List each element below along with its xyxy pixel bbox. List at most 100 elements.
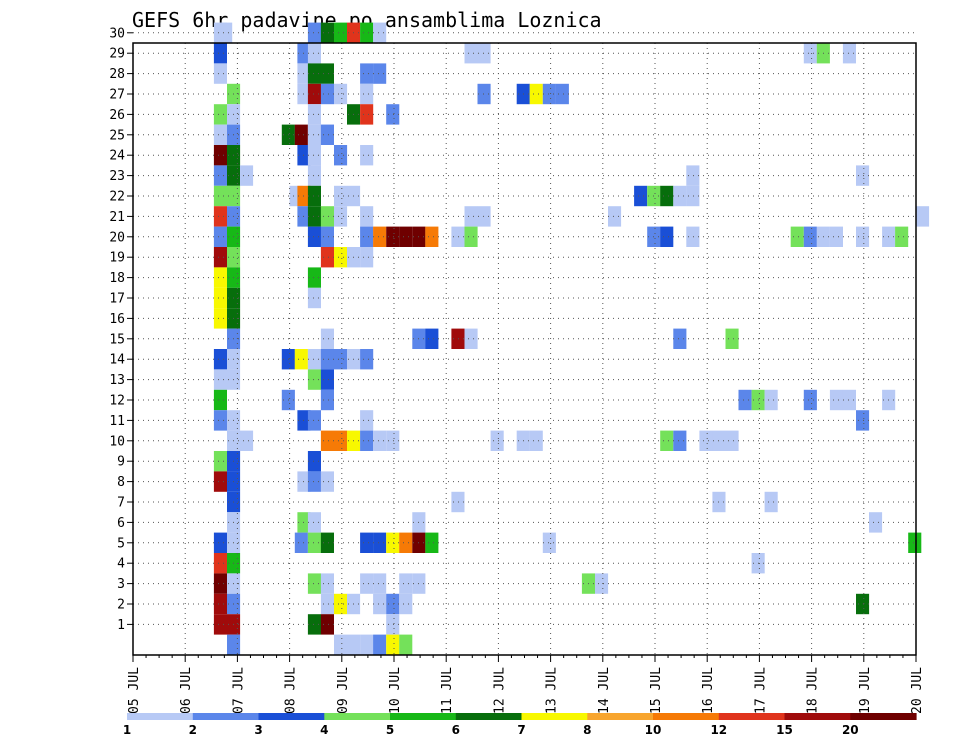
- heatmap-cell: [895, 226, 909, 247]
- color-scale-label: 7: [517, 723, 525, 737]
- heatmap-cell: [307, 104, 321, 125]
- heatmap-cell: [334, 206, 348, 227]
- heatmap-cell: [360, 206, 374, 227]
- y-tick-label: 3: [117, 577, 125, 592]
- heatmap-cell: [908, 532, 922, 553]
- heatmap-cell: [425, 532, 439, 553]
- heatmap-cell: [213, 104, 227, 125]
- heatmap-cell: [451, 491, 465, 513]
- heatmap-cell: [738, 389, 752, 411]
- y-tick-label: 10: [109, 434, 125, 449]
- heatmap-cell: [373, 22, 387, 43]
- heatmap-cell: [856, 165, 870, 186]
- color-scale-swatch: [127, 713, 194, 720]
- heatmap-cell: [213, 614, 227, 635]
- y-tick-label: 30: [109, 26, 125, 41]
- heatmap-cell: [334, 349, 348, 370]
- heatmap-cell: [660, 185, 674, 207]
- heatmap-cell: [213, 43, 227, 64]
- heatmap-cell: [399, 634, 413, 655]
- heatmap-cell: [213, 593, 227, 615]
- heatmap-cells: [213, 22, 930, 655]
- heatmap-cell: [307, 206, 321, 227]
- y-tick-label: 28: [109, 67, 125, 82]
- heatmap-cell: [477, 83, 491, 105]
- heatmap-cell: [386, 634, 400, 655]
- heatmap-cell: [320, 328, 334, 349]
- heatmap-cell: [294, 532, 308, 553]
- heatmap-cell: [213, 206, 227, 227]
- y-tick-label: 11: [109, 414, 125, 429]
- heatmap-cell: [307, 573, 321, 594]
- heatmap-cell: [764, 389, 778, 411]
- heatmap-cell: [307, 63, 321, 84]
- heatmap-cell: [213, 532, 227, 553]
- color-scale-swatch: [850, 713, 917, 720]
- heatmap-cell: [542, 532, 556, 553]
- heatmap-cell: [360, 634, 374, 655]
- heatmap-cell: [451, 226, 465, 247]
- heatmap-cell: [660, 226, 674, 247]
- color-scale-label: 15: [776, 723, 793, 737]
- heatmap-cell: [555, 83, 569, 105]
- x-tick-label: 11 JUL: [440, 667, 455, 714]
- y-tick-label: 19: [109, 251, 125, 266]
- y-tick-label: 16: [109, 312, 125, 327]
- color-scale-swatch: [455, 713, 523, 720]
- heatmap-cell: [386, 532, 400, 553]
- y-tick-label: 15: [109, 332, 125, 347]
- heatmap-cell: [595, 573, 609, 594]
- heatmap-cell: [399, 593, 413, 615]
- color-scale-label: 20: [842, 723, 859, 737]
- heatmap-cell: [307, 614, 321, 635]
- color-scale-swatch: [653, 713, 720, 720]
- heatmap-cell: [320, 573, 334, 594]
- heatmap-cell: [425, 226, 439, 247]
- heatmap-cell: [307, 145, 321, 166]
- heatmap-cell: [307, 512, 321, 533]
- heatmap-cell: [464, 226, 478, 247]
- heatmap-cell: [360, 430, 374, 451]
- color-scale-label: 10: [645, 723, 662, 737]
- heatmap-cell: [307, 83, 321, 105]
- heatmap-cell: [320, 226, 334, 247]
- y-tick-label: 25: [109, 128, 125, 143]
- y-tick-label: 4: [117, 557, 125, 572]
- color-scale: 1 2 3 4 5 6 7 8 10 12 15 20: [123, 713, 917, 737]
- heatmap-cell: [477, 43, 491, 64]
- heatmap-cell: [373, 532, 387, 553]
- y-tick-label: 12: [109, 394, 125, 409]
- heatmap-cell: [673, 328, 687, 349]
- heatmap-cell: [373, 634, 387, 655]
- x-tick-label: 13 JUL: [545, 667, 560, 714]
- heatmap-cell: [673, 430, 687, 451]
- x-tick-label: 12 JUL: [492, 667, 507, 714]
- heatmap-cell: [451, 328, 465, 349]
- heatmap-cell: [213, 553, 227, 574]
- y-axis: 1234567891011121314151617181920212223242…: [109, 26, 133, 633]
- heatmap-cell: [529, 83, 543, 105]
- heatmap-cell: [373, 593, 387, 615]
- heatmap-cell: [386, 593, 400, 615]
- x-tick-label: 09 JUL: [336, 667, 351, 714]
- x-tick-label: 20 JUL: [910, 667, 925, 714]
- x-tick-label: 06 JUL: [179, 667, 194, 714]
- y-tick-label: 23: [109, 169, 125, 184]
- heatmap-cell: [399, 226, 413, 247]
- heatmap-cell: [213, 124, 227, 145]
- heatmap-cell: [320, 206, 334, 227]
- heatmap-cell: [213, 287, 227, 309]
- heatmap-cell: [829, 226, 843, 247]
- y-tick-label: 26: [109, 108, 125, 123]
- y-tick-label: 22: [109, 190, 125, 205]
- y-tick-label: 1: [117, 618, 125, 633]
- heatmap-cell: [320, 430, 334, 451]
- heatmap-cell: [307, 369, 321, 390]
- y-tick-label: 2: [117, 598, 125, 613]
- heatmap-cell: [307, 226, 321, 247]
- color-scale-swatch: [324, 713, 391, 720]
- heatmap-cell: [334, 22, 348, 43]
- heatmap-cell: [320, 471, 334, 492]
- y-tick-label: 5: [117, 536, 125, 551]
